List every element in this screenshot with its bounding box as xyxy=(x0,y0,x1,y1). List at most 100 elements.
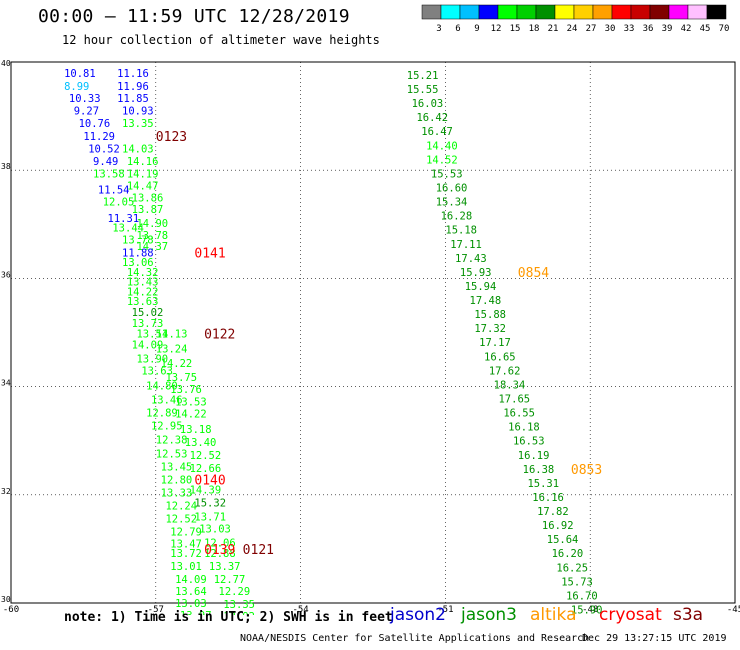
chart-subtitle: 12 hour collection of altimeter wave hei… xyxy=(62,33,380,47)
wave-height-value: 14.22 xyxy=(127,286,159,298)
colorbar-label: 15 xyxy=(510,24,521,34)
legend-altika: altika xyxy=(530,605,577,625)
footer-credit: NOAA/NESDIS Center for Satellite Applica… xyxy=(240,633,590,644)
wave-height-value: 16.53 xyxy=(513,436,545,448)
wave-height-value: 14.16 xyxy=(127,156,159,168)
wave-height-value: 8.99 xyxy=(64,81,89,93)
wave-height-value: 12.77 xyxy=(214,574,246,586)
pass-time-label: 0122 xyxy=(204,328,235,343)
colorbar-label: 18 xyxy=(529,24,540,34)
wave-height-value: 16.42 xyxy=(416,112,448,124)
wave-height-value: 10.81 xyxy=(64,68,96,80)
colorbar-label: 42 xyxy=(681,24,692,34)
wave-height-value: 13.35 xyxy=(122,118,154,130)
pass-time-label: 0123 xyxy=(156,130,187,145)
wave-height-value: 16.60 xyxy=(436,183,468,195)
wave-height-value: 17.43 xyxy=(455,253,487,265)
colorbar-swatch xyxy=(706,4,727,20)
wave-height-value: 12.80 xyxy=(161,475,193,487)
colorbar-label: 33 xyxy=(624,24,635,34)
wave-height-value: 14.52 xyxy=(426,154,458,166)
wave-height-value: 13.40 xyxy=(185,437,217,449)
wave-height-value: 18.34 xyxy=(494,379,526,391)
wave-height-value: 17.62 xyxy=(489,365,521,377)
wave-height-value: 15.73 xyxy=(561,576,593,588)
wave-height-value: 15.53 xyxy=(431,168,463,180)
wave-height-value: 16.03 xyxy=(412,98,444,110)
wave-height-value: 14.22 xyxy=(175,409,207,421)
wave-height-value: 15.55 xyxy=(407,84,439,96)
wave-height-value: 16.70 xyxy=(566,590,598,602)
wave-height-value: 13.92 xyxy=(223,611,255,615)
wave-height-value: 13.64 xyxy=(175,586,207,598)
wave-height-value: 11.96 xyxy=(117,81,149,93)
wave-height-value: 14.22 xyxy=(161,358,193,370)
y-tick-label: 32 xyxy=(1,487,11,496)
wave-height-value: 13.18 xyxy=(180,424,212,436)
wave-height-value: 16.19 xyxy=(518,450,550,462)
wave-height-value: 14.13 xyxy=(156,329,188,341)
wave-height-value: 13.97 xyxy=(180,610,212,615)
wave-height-value: 13.51 xyxy=(136,329,168,341)
pass-time-label: 0140 xyxy=(194,474,225,489)
wave-height-value: 14.32 xyxy=(127,267,159,279)
wave-height-value: 10.33 xyxy=(69,93,101,105)
wave-height-value: 13.44 xyxy=(112,223,144,235)
wave-height-value: 12.24 xyxy=(165,501,197,513)
wave-height-value: 14.19 xyxy=(127,168,159,180)
wave-height-value: 16.16 xyxy=(532,492,564,504)
colorbar-legend: 3 6 9 12 15 18 21 24 27 30 33 36 39 42 45 70 xyxy=(421,4,730,34)
footer-note: note: 1) Time is in UTC; 2) SWH is in fe… xyxy=(64,610,393,625)
colorbar-label: 39 xyxy=(662,24,673,34)
wave-height-value: 10.52 xyxy=(88,144,120,156)
wave-height-value: 12.89 xyxy=(146,408,178,420)
wave-height-value: 13.58 xyxy=(93,168,125,180)
wave-height-value: 14.39 xyxy=(190,484,222,496)
wave-height-value: 16.20 xyxy=(552,548,584,560)
colorbar-label: 3 xyxy=(436,24,441,34)
wave-height-value: 15.02 xyxy=(132,307,164,319)
y-tick-label: 34 xyxy=(1,379,11,388)
wave-height-value: 16.18 xyxy=(508,422,540,434)
wave-height-value: 13.45 xyxy=(161,462,193,474)
wave-height-value: 15.88 xyxy=(474,309,506,321)
wave-height-value: 13.71 xyxy=(194,511,226,523)
legend-jason3: jason3 xyxy=(461,605,517,625)
wave-height-value: 15.94 xyxy=(465,281,497,293)
wave-height-value: 14.90 xyxy=(136,218,168,230)
wave-height-value: 11.85 xyxy=(117,93,149,105)
wave-height-value: 13.33 xyxy=(161,488,193,500)
x-tick-label: -48 xyxy=(582,605,598,615)
x-tick-label: -45 xyxy=(727,605,740,615)
x-tick-label: -60 xyxy=(3,605,19,615)
wave-height-value: 13.63 xyxy=(141,365,173,377)
chart-title: 00:00 – 11:59 UTC 12/28/2019 xyxy=(38,6,350,27)
wave-height-value: 15.31 xyxy=(527,478,559,490)
legend-s3a: s3a xyxy=(673,605,704,625)
wave-height-value: 13.78 xyxy=(136,230,168,242)
wave-height-value: 16.38 xyxy=(523,464,555,476)
wave-height-value: 13.03 xyxy=(175,598,207,610)
colorbar-label: 12 xyxy=(491,24,502,34)
wave-height-value: 12.52 xyxy=(190,450,222,462)
colorbar-label: 36 xyxy=(643,24,654,34)
pass-time-label: 0141 xyxy=(194,246,225,261)
wave-height-value: 17.65 xyxy=(498,394,530,406)
colorbar-label: 24 xyxy=(567,24,578,34)
wave-height-value: 16.47 xyxy=(421,126,453,138)
wave-height-value: 11.54 xyxy=(98,185,130,197)
colorbar-label: 70 xyxy=(719,24,730,34)
wave-height-value: 17.48 xyxy=(470,295,502,307)
wave-height-value: 13.72 xyxy=(170,548,202,560)
wave-height-value: 12.29 xyxy=(219,586,251,598)
wave-height-value: 15.21 xyxy=(407,70,439,82)
wave-height-value: 17.17 xyxy=(479,337,511,349)
wave-height-value: 13.43 xyxy=(127,277,159,289)
wave-height-value: 15.18 xyxy=(445,225,477,237)
wave-height-value: 12.05 xyxy=(103,197,135,209)
wave-height-value: 10.93 xyxy=(122,106,154,118)
colorbar-label: 45 xyxy=(700,24,711,34)
wave-height-value: 12.79 xyxy=(170,527,202,539)
colorbar-label: 6 xyxy=(455,24,460,34)
wave-height-value: 13.46 xyxy=(151,395,183,407)
